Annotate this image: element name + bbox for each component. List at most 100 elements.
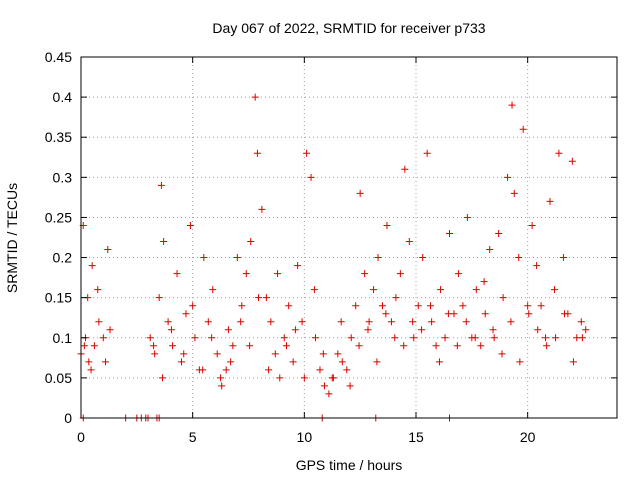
data-point: [383, 221, 391, 229]
y-tick-label: 0.05: [45, 370, 72, 386]
y-tick-label: 0: [64, 410, 72, 426]
data-point: [427, 302, 435, 310]
data-point: [94, 286, 102, 294]
data-point: [246, 342, 254, 350]
data-point: [276, 374, 284, 382]
x-tick-label: 15: [408, 429, 424, 445]
data-point: [370, 286, 378, 294]
data-point: [533, 262, 541, 270]
data-point: [280, 334, 288, 342]
data-point: [546, 197, 554, 205]
data-series: [77, 93, 590, 422]
data-point: [319, 350, 327, 358]
data-point: [204, 318, 212, 326]
data-point: [400, 342, 408, 350]
data-point: [200, 254, 208, 262]
data-point: [419, 254, 427, 262]
data-point: [106, 326, 114, 334]
data-point: [428, 318, 436, 326]
data-point: [361, 270, 369, 278]
data-point: [255, 294, 263, 302]
data-point: [271, 350, 279, 358]
data-point: [495, 229, 503, 237]
data-point: [454, 270, 462, 278]
data-point: [229, 342, 237, 350]
data-point: [401, 165, 409, 173]
data-point: [382, 310, 390, 318]
data-point: [88, 262, 96, 270]
data-point: [347, 334, 355, 342]
data-point: [472, 286, 480, 294]
y-tick-label: 0.35: [45, 129, 72, 145]
data-point: [85, 358, 93, 366]
data-point: [316, 366, 324, 374]
data-point: [87, 366, 95, 374]
data-point: [90, 342, 98, 350]
data-point: [373, 358, 381, 366]
data-point: [251, 93, 259, 101]
data-point: [463, 213, 471, 221]
data-point: [155, 294, 163, 302]
data-point: [486, 246, 494, 254]
data-point: [559, 254, 567, 262]
data-point: [507, 318, 515, 326]
y-tick-label: 0.2: [53, 250, 73, 266]
y-tick-label: 0.45: [45, 49, 72, 65]
data-point: [95, 318, 103, 326]
data-point: [446, 229, 453, 237]
data-point: [504, 173, 512, 181]
data-point: [242, 270, 250, 278]
data-point: [337, 318, 345, 326]
data-point: [173, 270, 181, 278]
data-point: [282, 342, 290, 350]
data-point: [356, 189, 364, 197]
data-point: [104, 246, 112, 254]
data-point: [477, 342, 485, 350]
data-point: [191, 334, 199, 342]
data-point: [180, 350, 188, 358]
data-point: [209, 286, 217, 294]
data-point: [217, 374, 225, 382]
data-point: [328, 374, 336, 382]
data-point: [237, 318, 245, 326]
data-point: [151, 350, 159, 358]
x-tick-label: 0: [77, 429, 85, 445]
y-axis-label: SRMTID / TECUs: [4, 183, 20, 293]
data-point: [508, 101, 516, 109]
data-point: [537, 302, 545, 310]
data-point: [435, 358, 443, 366]
data-point: [320, 382, 328, 390]
data-point: [169, 342, 177, 350]
data-point: [238, 302, 246, 310]
data-point: [561, 310, 569, 318]
data-point: [227, 358, 235, 366]
data-point: [222, 366, 230, 374]
data-point: [157, 181, 165, 189]
data-point: [552, 334, 560, 342]
data-point: [325, 390, 333, 398]
data-point: [490, 334, 498, 342]
data-point: [543, 342, 551, 350]
plot-frame: [80, 56, 618, 419]
data-point: [423, 149, 431, 157]
data-point: [303, 149, 311, 157]
data-point: [233, 254, 241, 262]
data-point: [218, 382, 226, 390]
data-point: [208, 334, 216, 342]
data-point: [102, 358, 110, 366]
data-point: [459, 302, 467, 310]
y-tick-label: 0.4: [53, 89, 73, 105]
data-point: [364, 326, 372, 334]
data-point: [294, 262, 302, 270]
data-point: [167, 326, 175, 334]
data-point: [542, 334, 550, 342]
data-point: [224, 326, 232, 334]
data-point: [519, 125, 527, 133]
data-point: [409, 318, 417, 326]
data-point: [346, 382, 354, 390]
data-point: [247, 238, 255, 246]
x-tick-label: 20: [520, 429, 536, 445]
x-tick-label: 10: [297, 429, 313, 445]
y-tick-label: 0.1: [53, 330, 73, 346]
